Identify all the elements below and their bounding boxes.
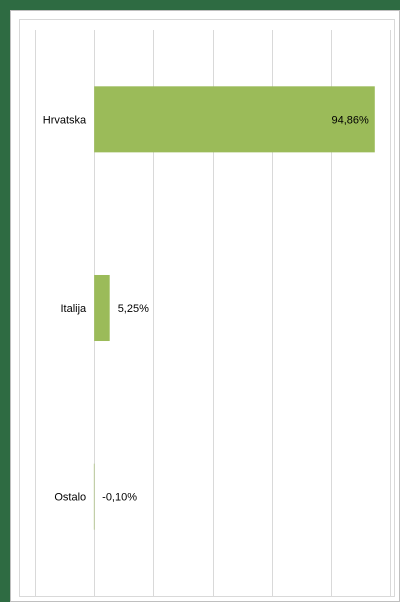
category-label: Hrvatska [43,114,87,126]
bar-hrvatska [94,86,375,153]
bar-ostalo [93,463,95,530]
bar-italija [94,274,110,342]
bar-chart: Hrvatska 94,86% Italija 5,25% Ostalo -0,10% [35,30,391,596]
data-label: 94,86% [331,114,369,126]
plot-area: Hrvatska 94,86% Italija 5,25% Ostalo -0,10% [19,19,395,597]
category-label: Ostalo [54,492,86,504]
chart-area: Hrvatska 94,86% Italija 5,25% Ostalo -0,10% [10,10,400,602]
data-label: 5,25% [118,303,149,315]
data-label: -0,10% [102,492,137,504]
category-label: Italija [60,303,87,315]
